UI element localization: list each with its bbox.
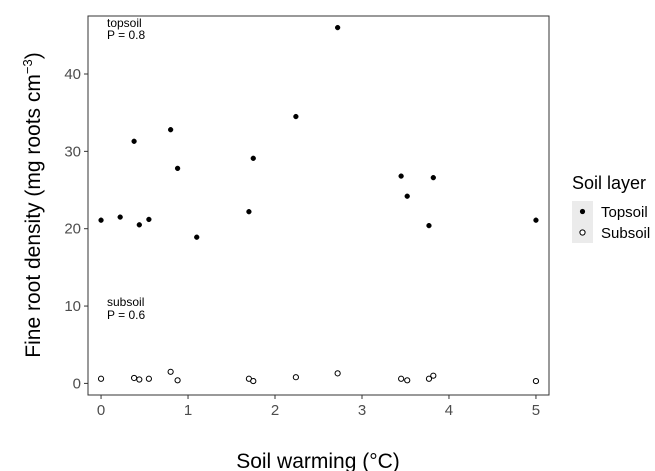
topsoil-point [334, 24, 341, 31]
y-axis-title: Fine root density (mg roots cm−3) [20, 52, 45, 357]
x-tick-label: 3 [358, 402, 366, 419]
x-tick-label: 5 [532, 402, 540, 419]
subsoil-point [97, 375, 105, 382]
topsoil-point [404, 193, 410, 199]
subsoil-point [532, 377, 540, 385]
subsoil-point [136, 376, 143, 383]
legend-marker-subsoil [579, 229, 586, 236]
topsoil-point [98, 217, 104, 223]
annotation-subsoil-p: P = 0.6 [107, 308, 145, 322]
topsoil-point [194, 234, 200, 240]
subsoil-point [398, 375, 405, 382]
legend-label-subsoil: Subsoil [601, 225, 650, 242]
x-tick-label: 1 [184, 402, 192, 419]
subsoil-point [145, 375, 152, 382]
topsoil-point [174, 165, 181, 172]
annotation-topsoil-label: topsoil [107, 16, 142, 30]
topsoil-point [146, 216, 152, 223]
topsoil-point [250, 155, 256, 161]
data-points [97, 24, 540, 385]
subsoil-point [292, 374, 299, 381]
subsoil-point [250, 377, 257, 385]
subsoil-point [131, 374, 138, 382]
legend-label-topsoil: Topsoil [601, 204, 648, 221]
topsoil-point [430, 175, 436, 181]
y-tick-label: 40 [64, 66, 81, 83]
subsoil-point [430, 372, 437, 379]
x-axis-title: Soil warming (°C) [236, 450, 400, 471]
x-axis: 0 1 2 3 4 5 [97, 395, 540, 419]
topsoil-point [426, 222, 432, 229]
topsoil-point [398, 173, 404, 179]
annotation-subsoil-label: subsoil [107, 295, 144, 309]
x-tick-label: 2 [271, 402, 279, 419]
topsoil-point [136, 222, 142, 228]
y-tick-label: 10 [64, 298, 81, 315]
subsoil-point [404, 377, 411, 384]
legend-marker-topsoil [579, 208, 586, 215]
y-tick-label: 30 [64, 143, 81, 160]
annotation-topsoil-p: P = 0.8 [107, 28, 145, 42]
topsoil-point [117, 214, 123, 220]
x-tick-label: 0 [97, 402, 105, 419]
subsoil-point [174, 377, 181, 384]
topsoil-point [246, 209, 252, 215]
subsoil-point [334, 370, 341, 377]
legend-title: Soil layer [572, 173, 646, 193]
topsoil-point [131, 138, 137, 144]
y-tick-label: 20 [64, 221, 81, 238]
legend: Soil layer Topsoil Subsoil [572, 173, 650, 243]
y-axis: 0 10 20 30 40 [64, 66, 88, 392]
x-tick-label: 4 [445, 402, 453, 419]
y-tick-label: 0 [73, 375, 81, 392]
topsoil-point [167, 127, 174, 133]
topsoil-point [533, 217, 539, 223]
plot-panel [87, 15, 550, 396]
subsoil-point [167, 368, 174, 375]
topsoil-point [293, 113, 299, 120]
subsoil-point [425, 375, 433, 382]
